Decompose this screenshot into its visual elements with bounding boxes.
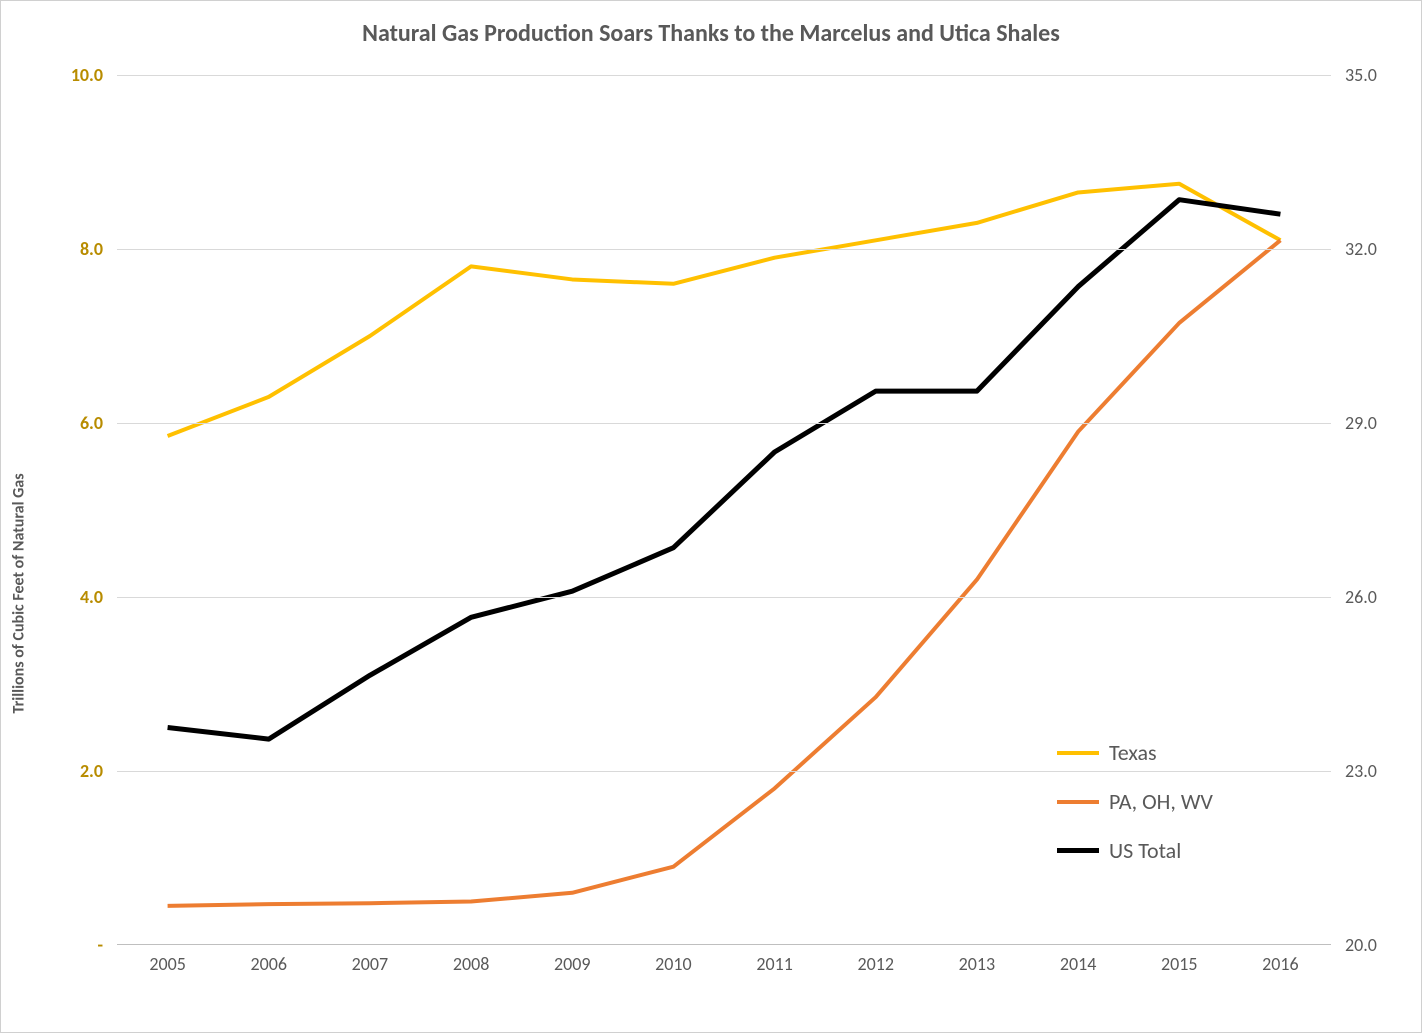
y-left-tick-label: - bbox=[43, 934, 103, 956]
x-tick-label: 2011 bbox=[724, 953, 825, 975]
legend-item: Texas bbox=[1057, 739, 1213, 766]
legend-swatch bbox=[1057, 800, 1099, 804]
x-tick-label: 2008 bbox=[421, 953, 522, 975]
gridline bbox=[117, 597, 1331, 598]
gridline bbox=[117, 423, 1331, 424]
x-tick-label: 2007 bbox=[319, 953, 420, 975]
x-tick-label: 2012 bbox=[825, 953, 926, 975]
x-tick-label: 2005 bbox=[117, 953, 218, 975]
y-right-tick-label: 26.0 bbox=[1345, 586, 1405, 608]
legend-label: Texas bbox=[1109, 739, 1157, 766]
legend-label: US Total bbox=[1109, 837, 1181, 864]
series-line-texas bbox=[168, 184, 1281, 436]
y-axis-left-label: Trillions of Cubic Feet of Natural Gas bbox=[10, 413, 29, 713]
y-right-tick-label: 29.0 bbox=[1345, 412, 1405, 434]
legend-item: PA, OH, WV bbox=[1057, 788, 1213, 815]
x-tick-label: 2016 bbox=[1230, 953, 1331, 975]
series-line-us-total bbox=[168, 200, 1281, 739]
y-right-tick-label: 20.0 bbox=[1345, 934, 1405, 956]
legend: Texas PA, OH, WV US Total bbox=[1057, 739, 1213, 886]
legend-label: PA, OH, WV bbox=[1109, 788, 1213, 815]
y-left-tick-label: 8.0 bbox=[43, 238, 103, 260]
gridline bbox=[117, 249, 1331, 250]
x-tick-label: 2006 bbox=[218, 953, 319, 975]
chart-container: Natural Gas Production Soars Thanks to t… bbox=[0, 0, 1422, 1033]
x-tick-label: 2010 bbox=[623, 953, 724, 975]
y-right-tick-label: 35.0 bbox=[1345, 64, 1405, 86]
legend-swatch bbox=[1057, 751, 1099, 755]
legend-swatch bbox=[1057, 848, 1099, 853]
legend-item: US Total bbox=[1057, 837, 1213, 864]
x-tick-label: 2014 bbox=[1028, 953, 1129, 975]
x-axis-baseline bbox=[117, 944, 1331, 945]
y-left-tick-label: 6.0 bbox=[43, 412, 103, 434]
gridline bbox=[117, 75, 1331, 76]
x-tick-label: 2013 bbox=[926, 953, 1027, 975]
x-tick-label: 2009 bbox=[522, 953, 623, 975]
chart-title: Natural Gas Production Soars Thanks to t… bbox=[1, 19, 1421, 48]
y-left-tick-label: 4.0 bbox=[43, 586, 103, 608]
y-right-tick-label: 23.0 bbox=[1345, 760, 1405, 782]
y-right-tick-label: 32.0 bbox=[1345, 238, 1405, 260]
x-tick-label: 2015 bbox=[1129, 953, 1230, 975]
y-left-tick-label: 2.0 bbox=[43, 760, 103, 782]
y-left-tick-label: 10.0 bbox=[43, 64, 103, 86]
